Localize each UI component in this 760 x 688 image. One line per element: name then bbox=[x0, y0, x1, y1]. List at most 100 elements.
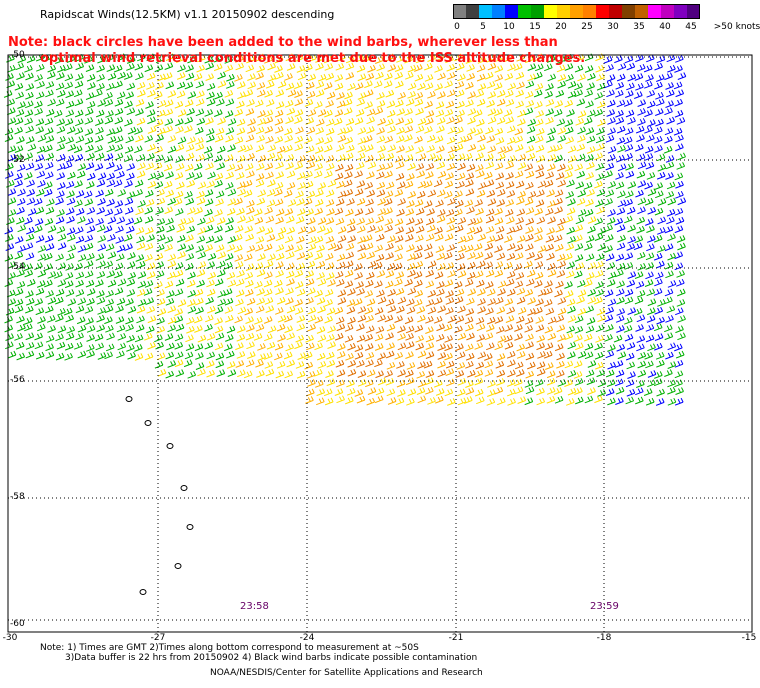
legend-color-swatch bbox=[466, 4, 479, 18]
wind-barb bbox=[63, 307, 73, 316]
wind-barb bbox=[354, 351, 364, 360]
wind-barb bbox=[16, 72, 25, 80]
wind-barb bbox=[465, 323, 474, 332]
wind-barb bbox=[616, 262, 626, 271]
wind-barb bbox=[485, 269, 495, 278]
wind-barb bbox=[407, 90, 416, 99]
wind-barb bbox=[545, 362, 554, 370]
wind-barb bbox=[35, 91, 45, 100]
wind-barb bbox=[365, 154, 374, 163]
wind-barb bbox=[286, 305, 296, 314]
wind-barb bbox=[505, 98, 515, 107]
wind-barb bbox=[7, 153, 17, 162]
wind-barb bbox=[35, 154, 45, 162]
wind-barb bbox=[614, 217, 624, 226]
wind-barb bbox=[164, 333, 174, 341]
wind-barb bbox=[595, 335, 604, 343]
wind-barb bbox=[494, 316, 504, 324]
wind-barb bbox=[446, 89, 456, 98]
wind-barb bbox=[656, 74, 665, 82]
legend-color-swatch bbox=[687, 4, 700, 18]
wind-barb bbox=[455, 89, 465, 98]
wind-barb bbox=[7, 209, 17, 217]
wind-barb bbox=[114, 287, 124, 296]
wind-barb bbox=[235, 289, 245, 298]
wind-barb bbox=[516, 197, 525, 205]
wind-barb bbox=[143, 288, 153, 296]
wind-barb bbox=[274, 117, 284, 126]
wind-barb bbox=[324, 170, 333, 179]
island-outline bbox=[144, 420, 152, 426]
wind-barb bbox=[247, 73, 256, 81]
wind-barb bbox=[77, 254, 87, 262]
wind-barb bbox=[35, 235, 45, 243]
wind-barb bbox=[67, 143, 77, 152]
wind-barb bbox=[157, 368, 167, 377]
wind-barb bbox=[124, 118, 133, 127]
wind-barb bbox=[327, 341, 336, 349]
wind-barb bbox=[665, 172, 674, 180]
wind-barb bbox=[244, 144, 253, 153]
wind-barb bbox=[577, 189, 587, 198]
wind-barb bbox=[405, 208, 415, 216]
wind-barb bbox=[326, 91, 336, 100]
wind-barb bbox=[113, 126, 123, 135]
wind-barb bbox=[446, 72, 456, 80]
wind-barb bbox=[385, 152, 395, 161]
wind-barb bbox=[224, 253, 234, 261]
wind-barb bbox=[645, 74, 654, 82]
wind-barb bbox=[326, 351, 335, 360]
wind-barb bbox=[294, 90, 303, 98]
wind-barb bbox=[94, 89, 103, 98]
wind-barb bbox=[626, 82, 635, 91]
wind-barb bbox=[44, 181, 53, 190]
wind-barb bbox=[447, 270, 456, 278]
wind-barb bbox=[347, 342, 356, 351]
wind-barb bbox=[616, 242, 626, 251]
wind-barb bbox=[624, 144, 634, 152]
wind-barb bbox=[144, 64, 154, 73]
wind-barb bbox=[464, 234, 474, 243]
wind-barb bbox=[677, 242, 686, 251]
wind-barb bbox=[135, 108, 144, 116]
wind-barb bbox=[664, 296, 673, 305]
wind-barb bbox=[556, 360, 565, 369]
wind-barb bbox=[367, 64, 376, 73]
wind-barb bbox=[405, 98, 415, 107]
wind-barb bbox=[495, 296, 504, 305]
wind-barb bbox=[444, 80, 453, 89]
wind-barb bbox=[435, 395, 444, 404]
wind-barb bbox=[176, 181, 185, 190]
wind-barb bbox=[274, 181, 284, 190]
wind-barb bbox=[574, 163, 584, 172]
wind-barb bbox=[494, 162, 504, 171]
wind-barb bbox=[316, 352, 326, 361]
wind-barb bbox=[675, 387, 684, 395]
wind-barb bbox=[574, 224, 584, 233]
wind-barb bbox=[376, 63, 386, 72]
wind-barb bbox=[447, 315, 457, 324]
wind-barb bbox=[74, 109, 84, 118]
wind-barb bbox=[286, 359, 296, 368]
wind-barb bbox=[124, 72, 133, 80]
wind-barb bbox=[177, 243, 187, 252]
wind-barb bbox=[433, 315, 443, 324]
legend-tick-label: 45 bbox=[685, 22, 697, 32]
wind-barb bbox=[667, 379, 676, 388]
wind-barb bbox=[206, 134, 215, 143]
wind-barb bbox=[365, 198, 374, 207]
wind-barb bbox=[77, 350, 87, 359]
wind-barb bbox=[367, 161, 377, 170]
wind-barb bbox=[356, 180, 366, 188]
wind-barb bbox=[577, 126, 586, 135]
legend-unit-label: >50 knots bbox=[713, 22, 760, 32]
wind-barb bbox=[384, 72, 393, 81]
wind-barb bbox=[435, 109, 445, 118]
wind-barb bbox=[295, 126, 304, 135]
wind-barb bbox=[665, 155, 675, 163]
wind-barb bbox=[236, 333, 246, 342]
wind-barb bbox=[247, 126, 256, 134]
wind-barb bbox=[386, 109, 396, 118]
wind-barb bbox=[27, 208, 37, 216]
wind-barb bbox=[634, 73, 644, 81]
